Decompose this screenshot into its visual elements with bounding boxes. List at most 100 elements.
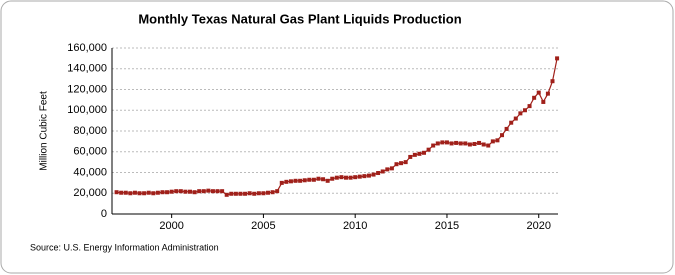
data-point [527, 104, 532, 109]
x-tick-label: 2020 [526, 220, 550, 232]
data-point [307, 177, 312, 182]
data-point [486, 143, 491, 148]
data-point [481, 142, 486, 147]
data-point [408, 154, 413, 159]
source-note: Source: U.S. Energy Information Administ… [30, 242, 219, 252]
data-point [366, 173, 371, 178]
y-tick-label: 80,000 [73, 125, 107, 137]
data-point [197, 189, 202, 194]
data-point [247, 191, 252, 196]
data-point [174, 189, 179, 194]
data-point [463, 141, 468, 146]
data-point [454, 140, 459, 145]
data-point [509, 120, 514, 125]
data-point [426, 147, 431, 152]
y-tick-label: 100,000 [67, 104, 107, 116]
data-point [266, 190, 271, 195]
data-point [541, 99, 546, 104]
data-point [334, 175, 339, 180]
data-point [348, 175, 353, 180]
data-point [431, 143, 436, 148]
data-point [532, 95, 537, 100]
data-point [298, 178, 303, 183]
data-point [504, 126, 509, 131]
data-point [344, 175, 349, 180]
data-point [284, 179, 289, 184]
data-point [142, 191, 147, 196]
data-point [146, 190, 151, 195]
data-point [472, 141, 477, 146]
chart-title: Monthly Texas Natural Gas Plant Liquids … [138, 11, 461, 26]
data-point [119, 190, 124, 195]
data-point [495, 138, 500, 143]
data-point [123, 190, 128, 195]
data-point [155, 190, 160, 195]
y-tick-label: 0 [101, 208, 107, 220]
data-point [293, 178, 298, 183]
data-point [353, 175, 358, 180]
data-point [210, 189, 215, 194]
data-point [238, 191, 243, 196]
data-point [275, 189, 280, 194]
data-point [362, 174, 367, 179]
data-point [467, 142, 472, 147]
data-point [220, 189, 225, 194]
data-point [137, 191, 142, 196]
x-tick-label: 2000 [159, 220, 183, 232]
data-point [449, 141, 454, 146]
data-point [178, 189, 183, 194]
data-point [536, 90, 541, 95]
data-point [330, 176, 335, 181]
data-point [522, 108, 527, 113]
data-point [229, 191, 234, 196]
data-point [206, 188, 211, 193]
y-tick-label: 60,000 [73, 146, 107, 158]
data-point [302, 178, 307, 183]
y-tick-label: 40,000 [73, 166, 107, 178]
data-point [357, 174, 362, 179]
data-point [188, 189, 193, 194]
data-point [201, 189, 206, 194]
data-point [435, 141, 440, 146]
data-point [412, 152, 417, 157]
data-point [339, 175, 344, 180]
data-point [243, 191, 248, 196]
data-point [380, 169, 385, 174]
y-axis-label: Million Cubic Feet [39, 91, 50, 171]
x-tick-label: 2010 [343, 220, 367, 232]
data-point [224, 192, 229, 197]
x-tick-label: 2015 [435, 220, 459, 232]
data-point [389, 166, 394, 171]
y-tick-label: 20,000 [73, 187, 107, 199]
y-tick-label: 140,000 [67, 63, 107, 75]
data-point [458, 141, 463, 146]
data-point [325, 178, 330, 183]
data-point [252, 191, 257, 196]
data-point [114, 190, 119, 195]
y-tick-label: 120,000 [67, 83, 107, 95]
data-point [376, 171, 381, 176]
data-point [169, 189, 174, 194]
data-point [165, 190, 170, 195]
data-point [403, 160, 408, 165]
data-point [422, 150, 427, 155]
data-point [399, 161, 404, 166]
data-point [417, 151, 422, 156]
data-point [183, 189, 188, 194]
data-point [518, 111, 523, 116]
data-point [394, 162, 399, 167]
y-tick-label: 160,000 [67, 42, 107, 54]
data-point [385, 167, 390, 172]
data-point [545, 91, 550, 96]
data-point [256, 191, 261, 196]
data-point [288, 179, 293, 184]
data-point [513, 116, 518, 121]
data-point [311, 177, 316, 182]
data-point [160, 190, 165, 195]
data-point [192, 190, 197, 195]
data-point [555, 56, 560, 61]
data-point [477, 140, 482, 145]
data-point [128, 191, 133, 196]
